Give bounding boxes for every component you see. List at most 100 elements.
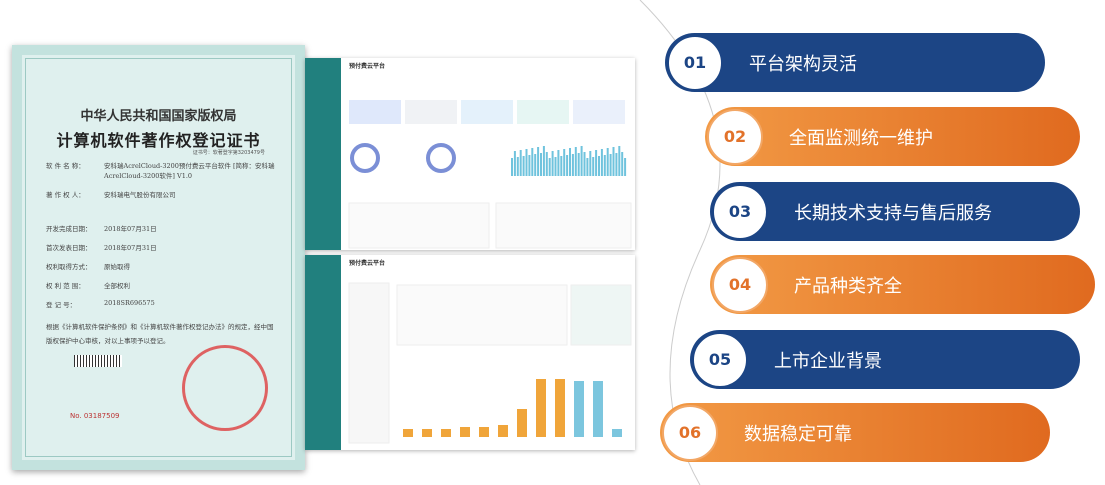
thumb-bar <box>536 379 546 437</box>
thumb-bar <box>606 148 609 176</box>
feature-number: 03 <box>712 183 768 240</box>
thumb-bar <box>422 429 432 437</box>
field-label: 权利取得方式： <box>46 263 92 271</box>
feature-pill: 05 上市企业背景 <box>690 330 1080 389</box>
field-label: 首次发表日期： <box>46 244 92 252</box>
feature-pill: 06 数据稳定可靠 <box>660 403 1050 462</box>
field-row: 登 记 号： 2018SR696575 <box>46 299 281 309</box>
feature-pill: 04 产品种类齐全 <box>710 255 1095 314</box>
thumb-bar <box>522 156 525 176</box>
thumb-bar <box>612 147 615 176</box>
fields: 软 件 名 称： 安科瑞AcrelCloud-3200预付费云平台软件 [简称：安… <box>46 160 281 318</box>
thumb-bar <box>566 155 569 176</box>
field-label: 登 记 号： <box>46 301 77 309</box>
thumb-bar <box>595 150 598 176</box>
thumb-bar <box>551 151 554 176</box>
thumb-bar <box>612 429 622 437</box>
field-row: 开发完成日期： 2018年07月31日 <box>46 223 281 233</box>
thumb-bar <box>574 381 584 437</box>
thumb-bar <box>583 152 586 176</box>
feature-label: 平台架构灵活 <box>749 53 857 75</box>
thumb-bar <box>624 158 627 176</box>
field-label: 开发完成日期： <box>46 225 92 233</box>
field-label: 著 作 权 人： <box>46 191 85 199</box>
field-value: 安科瑞电气股份有限公司 <box>104 191 176 199</box>
thumb-bar <box>540 153 542 176</box>
thumb-bar <box>545 152 548 176</box>
thumb-bar <box>517 409 527 437</box>
certificate: 中华人民共和国国家版权局 计算机软件著作权登记证书 证书号：软著登字第32034… <box>12 45 305 470</box>
thumb-bar <box>592 157 595 176</box>
thumb-bar <box>569 148 571 176</box>
dashboard-title: 预付费云平台 <box>349 63 386 70</box>
serial: No. 03187509 <box>70 412 120 420</box>
field-label: 软 件 名 称： <box>46 162 85 170</box>
authority: 中华人民共和国国家版权局 <box>80 109 237 124</box>
thumb-bar <box>513 151 516 176</box>
cert-no: 证书号：软著登字第3203479号 <box>192 150 265 156</box>
feature-number: 02 <box>707 108 763 165</box>
thumb-bar <box>560 156 563 176</box>
thumb-bar <box>557 150 560 176</box>
thumb-bar <box>511 158 513 176</box>
feature-label: 产品种类齐全 <box>794 275 902 297</box>
thumb-bar <box>600 149 603 176</box>
thumb-bar <box>531 148 534 176</box>
thumb-bar <box>577 153 580 176</box>
dashboard: 预付费云平台 <box>305 58 635 250</box>
thumb-bar <box>609 154 612 176</box>
field-row: 软 件 名 称： 安科瑞AcrelCloud-3200预付费云平台软件 [简称：安… <box>46 160 281 180</box>
thumb-bar <box>615 153 618 176</box>
feature-pill: 02 全面监测统一维护 <box>705 107 1080 166</box>
dashboard: 预付费云平台 <box>305 255 635 450</box>
field-row: 权利取得方式： 原始取得 <box>46 261 281 271</box>
field-row: 著 作 权 人： 安科瑞电气股份有限公司 <box>46 189 281 199</box>
statement: 根据《计算机软件保护条例》和《计算机软件著作权登记办法》的规定，经中国版权保护中… <box>46 323 274 345</box>
thumb-bar <box>519 150 522 176</box>
certificate-title: 计算机软件著作权登记证书 <box>56 131 261 150</box>
thumb-bar <box>574 147 577 176</box>
thumb-bar <box>593 381 603 437</box>
thumb-bar <box>537 147 540 176</box>
feature-number: 06 <box>662 404 718 461</box>
thumb-bar <box>580 146 583 176</box>
thumb-bar <box>554 157 557 176</box>
feature-number: 01 <box>667 34 723 91</box>
sidebar <box>305 58 341 250</box>
field-row: 首次发表日期： 2018年07月31日 <box>46 242 281 252</box>
thumb-bar <box>586 158 589 176</box>
stamp <box>182 345 268 431</box>
field-value: 2018SR696575 <box>104 299 155 307</box>
field-value: 安科瑞AcrelCloud-3200预付费云平台软件 [简称：安科瑞AcrelC… <box>104 162 275 180</box>
feature-pill: 01 平台架构灵活 <box>665 33 1045 92</box>
feature-label: 数据稳定可靠 <box>744 423 852 445</box>
field-row: 权 利 范 围： 全部权利 <box>46 280 281 290</box>
barcode <box>74 355 122 367</box>
thumb-bar <box>571 154 574 176</box>
thumb-bar <box>618 146 621 176</box>
thumb-bar <box>441 429 451 437</box>
thumb-bar <box>460 427 470 437</box>
field-value: 2018年07月31日 <box>104 244 157 252</box>
thumb-bar <box>555 379 565 437</box>
sidebar <box>305 255 341 450</box>
thumb-bar <box>603 155 606 176</box>
feature-number: 04 <box>712 256 768 313</box>
feature-label: 长期技术支持与售后服务 <box>794 202 992 224</box>
thumb-bar <box>621 152 624 176</box>
thumb-bar <box>534 154 537 176</box>
dashboard-body <box>348 100 632 249</box>
thumb-bar <box>563 149 566 176</box>
field-value: 原始取得 <box>104 263 130 271</box>
thumb-bar <box>498 425 508 437</box>
feature-label: 全面监测统一维护 <box>789 127 933 149</box>
thumb-bar <box>589 151 592 176</box>
dashboard-body <box>348 282 632 444</box>
field-label: 权 利 范 围： <box>46 282 85 290</box>
thumb-bar <box>479 427 489 437</box>
thumb-bar <box>403 429 413 437</box>
thumb-bar <box>528 155 531 176</box>
field-value: 全部权利 <box>104 282 130 290</box>
thumb-bar <box>548 158 551 176</box>
